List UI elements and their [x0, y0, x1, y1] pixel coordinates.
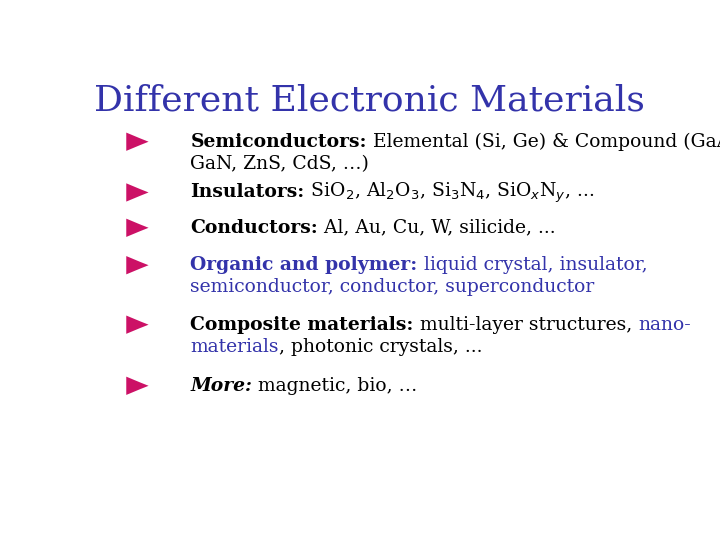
- Text: GaN, ZnS, CdS, …): GaN, ZnS, CdS, …): [190, 155, 369, 173]
- Text: Conductors:: Conductors:: [190, 219, 318, 237]
- Text: nano-: nano-: [638, 316, 690, 334]
- Text: SiO$_2$, Al$_2$O$_3$, Si$_3$N$_4$, SiO$_x$N$_y$, ...: SiO$_2$, Al$_2$O$_3$, Si$_3$N$_4$, SiO$_…: [305, 180, 594, 205]
- PathPatch shape: [126, 133, 148, 151]
- Text: Composite materials:: Composite materials:: [190, 316, 414, 334]
- Text: Different Electronic Materials: Different Electronic Materials: [94, 84, 644, 118]
- Text: Organic and polymer:: Organic and polymer:: [190, 256, 418, 274]
- PathPatch shape: [126, 219, 148, 237]
- PathPatch shape: [126, 183, 148, 201]
- Text: Elemental (Si, Ge) & Compound (GaAs,: Elemental (Si, Ge) & Compound (GaAs,: [367, 133, 720, 151]
- Text: semiconductor, conductor, superconductor: semiconductor, conductor, superconductor: [190, 278, 595, 296]
- Text: Semiconductors:: Semiconductors:: [190, 133, 367, 151]
- PathPatch shape: [126, 256, 148, 274]
- Text: Insulators:: Insulators:: [190, 184, 305, 201]
- Text: multi-layer structures,: multi-layer structures,: [414, 316, 638, 334]
- PathPatch shape: [126, 377, 148, 395]
- Text: liquid crystal, insulator,: liquid crystal, insulator,: [418, 256, 647, 274]
- Text: materials: materials: [190, 338, 279, 356]
- Text: More:: More:: [190, 377, 252, 395]
- Text: Al, Au, Cu, W, silicide, ...: Al, Au, Cu, W, silicide, ...: [318, 219, 556, 237]
- Text: , photonic crystals, ...: , photonic crystals, ...: [279, 338, 482, 356]
- PathPatch shape: [126, 315, 148, 334]
- Text: magnetic, bio, …: magnetic, bio, …: [252, 377, 418, 395]
